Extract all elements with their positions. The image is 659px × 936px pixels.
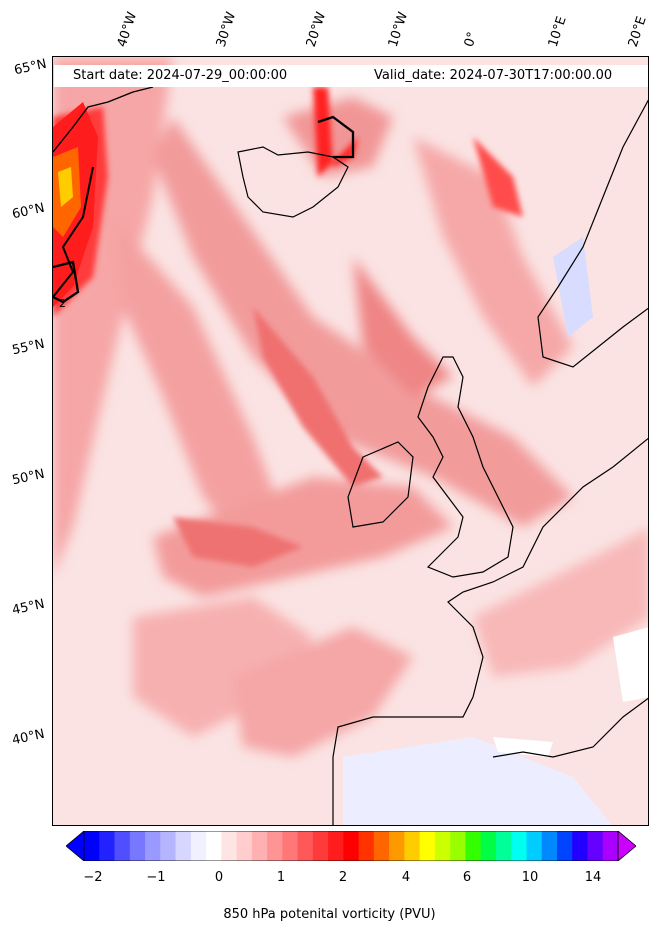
colorbar-swatch bbox=[602, 831, 619, 861]
colorbar-swatch bbox=[84, 831, 100, 861]
colorbar-over-arrow bbox=[617, 831, 636, 861]
colorbar-swatch bbox=[297, 831, 314, 861]
colorbar-swatch bbox=[373, 831, 390, 861]
lat-label-55n: 55°N bbox=[10, 336, 46, 359]
colorbar-swatch bbox=[221, 831, 238, 861]
colorbar-swatch bbox=[495, 831, 512, 861]
colorbar-swatch bbox=[129, 831, 146, 861]
pv-medium-field bbox=[53, 57, 648, 757]
colorbar bbox=[66, 831, 636, 861]
colorbar-swatch bbox=[236, 831, 253, 861]
header-strip bbox=[54, 65, 648, 87]
north-africa-coast bbox=[492, 697, 648, 758]
colorbar-tick-label: −1 bbox=[146, 870, 166, 885]
colorbar-tick-label: 1 bbox=[276, 870, 286, 885]
pv-negative-patches bbox=[343, 237, 648, 825]
colorbar-swatch bbox=[267, 831, 283, 861]
colorbar-swatch bbox=[434, 831, 451, 861]
colorbar-swatch bbox=[587, 831, 604, 861]
colorbar-tick-label: 14 bbox=[584, 870, 602, 885]
colorbar-swatch bbox=[343, 831, 360, 861]
colorbar-tick-label: 6 bbox=[462, 870, 472, 885]
colorbar-swatch bbox=[282, 831, 299, 861]
colorbar-swatch bbox=[556, 831, 573, 861]
colorbar-swatch bbox=[419, 831, 436, 861]
colorbar-under-arrow bbox=[66, 831, 85, 861]
colorbar-swatch bbox=[251, 831, 268, 861]
colorbar-swatch bbox=[541, 831, 558, 861]
map-frame: 2 Start date: 2024-07-29_00:00:00 Valid_… bbox=[52, 56, 649, 826]
potential-vorticity-map: 2 bbox=[53, 57, 648, 825]
colorbar-swatch bbox=[190, 831, 207, 861]
colorbar-swatch bbox=[160, 831, 177, 861]
colorbar-swatch bbox=[465, 831, 482, 861]
lon-label-30w: 30°W bbox=[213, 10, 240, 49]
colorbar-swatch bbox=[526, 831, 543, 861]
colorbar-swatch bbox=[312, 831, 329, 861]
colorbar-swatch bbox=[206, 831, 222, 861]
colorbar-label: 850 hPa potenital vorticity (PVU) bbox=[223, 907, 436, 922]
pv-peak-greenland bbox=[53, 102, 98, 307]
pv-2-contour bbox=[53, 115, 355, 304]
lat-label-40n: 40°N bbox=[10, 726, 46, 749]
colorbar-swatch bbox=[358, 831, 375, 861]
colorbar-tick-label: 2 bbox=[338, 870, 348, 885]
lon-label-20w: 20°W bbox=[303, 10, 330, 49]
colorbar-border bbox=[83, 831, 619, 861]
colorbar-swatch bbox=[114, 831, 131, 861]
start-date-label: Start date: 2024-07-29_00:00:00 bbox=[73, 68, 288, 83]
lon-label-10e: 10°E bbox=[545, 14, 570, 50]
colorbar-swatch bbox=[511, 831, 527, 861]
great-britain-coast bbox=[417, 356, 514, 578]
lat-label-50n: 50°N bbox=[10, 466, 46, 489]
iceland-coast bbox=[237, 146, 349, 218]
colorbar-swatch bbox=[175, 831, 192, 861]
valid-date-label: Valid_date: 2024-07-30T17:00:00.00 bbox=[374, 68, 613, 83]
colorbar-tick-label: 0 bbox=[214, 870, 224, 885]
colorbar-swatch bbox=[404, 831, 421, 861]
contour-label: 2 bbox=[59, 297, 66, 310]
lon-label-40w: 40°W bbox=[114, 10, 141, 49]
lat-label-65n: 65°N bbox=[12, 56, 48, 79]
colorbar-swatch bbox=[389, 831, 405, 861]
colorbar-tick-label: 10 bbox=[521, 870, 539, 885]
lon-label-10w: 10°W bbox=[385, 10, 412, 49]
norway-coast bbox=[537, 99, 648, 368]
lon-label-0: 0° bbox=[461, 30, 481, 49]
lon-label-20e: 20°E bbox=[625, 14, 650, 50]
colorbar-tick-label: 4 bbox=[401, 870, 411, 885]
colorbar-tick-label: −2 bbox=[83, 870, 103, 885]
lat-label-60n: 60°N bbox=[10, 200, 46, 223]
western-europe-coast bbox=[332, 437, 648, 825]
lat-label-45n: 45°N bbox=[10, 596, 46, 619]
colorbar-swatch bbox=[480, 831, 497, 861]
colorbar-swatch bbox=[450, 831, 466, 861]
colorbar-swatch bbox=[145, 831, 161, 861]
colorbar-swatch bbox=[328, 831, 344, 861]
colorbar-swatch bbox=[99, 831, 116, 861]
coastlines bbox=[53, 86, 648, 825]
ireland-coast bbox=[347, 441, 414, 528]
colorbar-swatch bbox=[572, 831, 588, 861]
